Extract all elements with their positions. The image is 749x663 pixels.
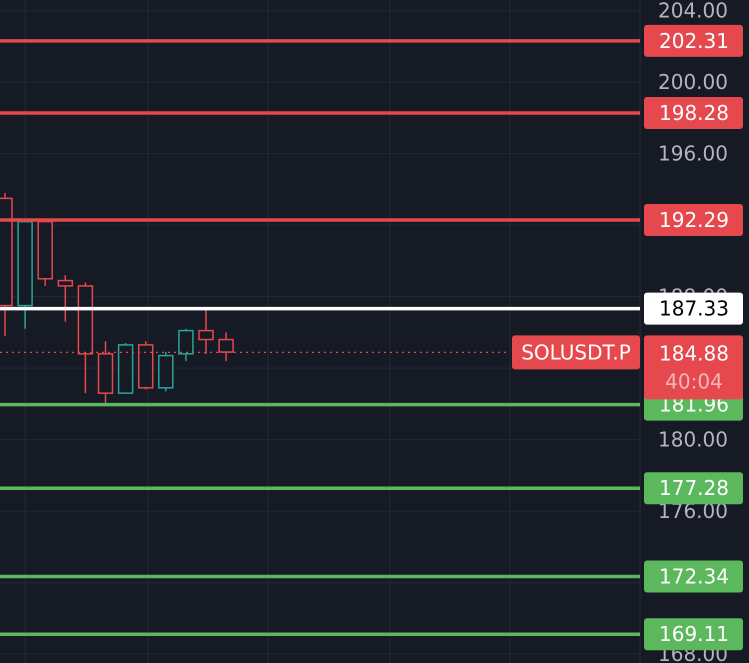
candle-body bbox=[0, 197, 13, 307]
price-line-label: 169.11 bbox=[659, 622, 729, 646]
price-line-label-bg bbox=[644, 292, 743, 325]
price-line-label-bg bbox=[644, 560, 743, 593]
candle-body bbox=[97, 353, 114, 394]
candle-body bbox=[158, 354, 174, 389]
current-price-marker: SOLUSDT.P 184.88 40:04 bbox=[0, 335, 743, 400]
countdown-label: 40:04 bbox=[665, 369, 723, 393]
current-price-label-bg bbox=[644, 335, 743, 400]
y-tick-label: 196.00 bbox=[658, 142, 728, 166]
current-price-label: 184.88 bbox=[659, 341, 729, 365]
candle-body bbox=[178, 329, 194, 355]
price-line-label: 198.28 bbox=[659, 101, 729, 125]
candle-body bbox=[218, 338, 234, 353]
candle-body bbox=[57, 279, 74, 287]
price-lines: 202.31198.28192.29187.33181.96177.28172.… bbox=[0, 24, 743, 651]
candle-body bbox=[77, 285, 94, 355]
symbol-label-bg bbox=[512, 335, 640, 370]
price-line-label: 187.33 bbox=[659, 297, 729, 321]
y-tick-label: 200.00 bbox=[658, 70, 728, 94]
price-line-label-bg bbox=[644, 618, 743, 651]
price-line-label: 202.31 bbox=[659, 29, 729, 53]
y-tick-label: 180.00 bbox=[658, 428, 728, 452]
candle-body bbox=[198, 329, 214, 341]
price-line-label-bg bbox=[644, 472, 743, 505]
price-line-label: 177.28 bbox=[659, 476, 729, 500]
price-line-label-bg bbox=[644, 96, 743, 129]
price-line-label-bg bbox=[644, 24, 743, 57]
candle-body bbox=[17, 220, 33, 307]
candle-body bbox=[37, 220, 53, 280]
price-line-label: 192.29 bbox=[659, 208, 729, 232]
price-line-label-bg bbox=[644, 203, 743, 236]
candle-body bbox=[117, 344, 134, 394]
symbol-label: SOLUSDT.P bbox=[521, 340, 631, 364]
candle-body bbox=[137, 344, 154, 389]
y-tick-label: 204.00 bbox=[658, 0, 728, 23]
price-line-label: 172.34 bbox=[659, 565, 729, 589]
